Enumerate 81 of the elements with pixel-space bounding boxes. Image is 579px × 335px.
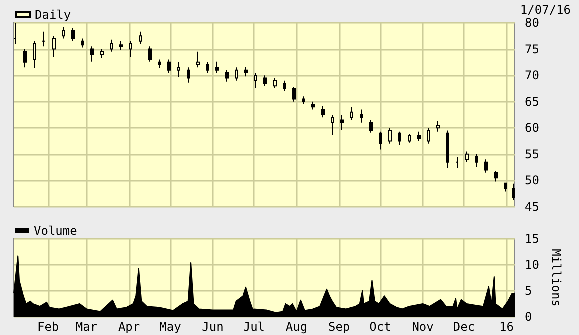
y-axis-title: Millions	[549, 249, 564, 307]
legend-label: Daily	[35, 8, 72, 22]
x-tick-label: Feb	[37, 320, 60, 334]
candlestick	[110, 39, 113, 52]
candlestick	[408, 134, 411, 144]
text: 1/07/16	[520, 3, 572, 17]
candlestick	[254, 72, 257, 89]
candlestick	[206, 62, 209, 74]
x-tick-label: Sep	[328, 320, 350, 334]
y-tick-label: 70	[525, 68, 540, 83]
y-tick-label: 0	[525, 310, 532, 324]
x-tick-label: May	[160, 320, 182, 334]
legend-label: Volume	[34, 224, 78, 238]
candlestick	[119, 40, 123, 51]
candlestick	[100, 48, 104, 59]
candlestick	[369, 120, 373, 134]
candlestick	[340, 114, 344, 131]
candlestick	[494, 170, 498, 182]
candlestick	[52, 36, 56, 58]
candlestick	[273, 78, 277, 89]
candlestick	[465, 151, 469, 163]
x-tick-label: Oct	[370, 320, 392, 334]
candlestick	[292, 86, 296, 102]
candlestick	[379, 131, 382, 150]
candlestick	[263, 75, 267, 87]
candlestick	[158, 59, 161, 69]
candlestick	[311, 101, 315, 110]
candlestick	[436, 120, 440, 132]
candlestick	[167, 59, 171, 74]
x-tick-label: Apr	[118, 320, 140, 334]
candlestick	[81, 38, 84, 48]
candlestick	[475, 154, 478, 168]
x-tick-label: Nov	[412, 320, 434, 334]
candlestick	[196, 51, 200, 68]
candlestick	[177, 62, 180, 78]
candlestick	[321, 106, 325, 118]
y-tick-label: 75	[525, 42, 540, 56]
candlestick	[427, 128, 430, 144]
candlestick	[215, 61, 219, 74]
candlestick	[148, 46, 152, 62]
candlestick	[456, 156, 459, 169]
candlestick	[225, 70, 229, 82]
x-tick-label: Mar	[76, 320, 98, 334]
y-tick-label: 50	[525, 174, 540, 188]
x-tick-label: 16	[500, 320, 514, 334]
candlestick	[388, 128, 392, 144]
candlestick	[129, 40, 132, 58]
candlestick	[484, 159, 488, 174]
candlestick	[360, 109, 363, 124]
candlestick	[33, 40, 36, 69]
candlestick	[398, 131, 401, 146]
candlestick	[331, 114, 334, 136]
x-tick-label: Jul	[243, 320, 266, 334]
candlestick	[302, 96, 305, 105]
y-tick-label: 10	[525, 258, 540, 272]
candlestick	[90, 46, 94, 62]
candlestick	[62, 26, 65, 40]
candlestick	[235, 67, 238, 82]
y-tick-label: 60	[525, 121, 540, 136]
x-tick-label: Jun	[202, 320, 224, 334]
candlestick	[244, 66, 248, 78]
y-tick-label: 15	[525, 232, 540, 246]
x-tick-label: Aug	[286, 320, 308, 334]
y-tick-label: 45	[525, 200, 540, 214]
candlestick	[350, 106, 353, 121]
candlestick	[417, 131, 421, 142]
y-tick-label: 80	[525, 16, 540, 30]
y-tick-label: 65	[525, 94, 540, 109]
candlestick	[446, 130, 449, 169]
candlestick	[187, 67, 190, 84]
candlestick	[512, 183, 515, 201]
y-tick-label: 55	[525, 147, 540, 162]
candlestick	[71, 28, 75, 42]
candlestick	[14, 22, 17, 45]
candlestick	[139, 31, 142, 45]
x-tick-label: Dec	[453, 320, 476, 334]
candlestick	[23, 48, 27, 68]
candlestick	[504, 182, 507, 192]
candlestick	[283, 80, 286, 92]
y-tick-label: 5	[525, 284, 532, 298]
candlestick	[42, 31, 46, 48]
